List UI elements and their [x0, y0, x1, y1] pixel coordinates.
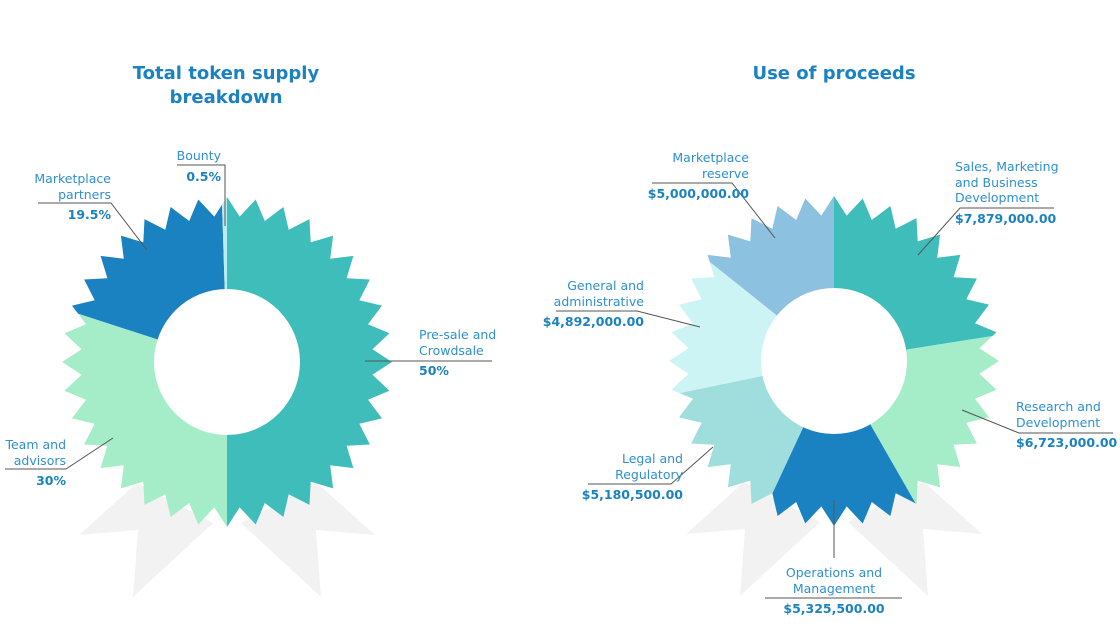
- label-sales: Sales, Marketing and Business Developmen…: [955, 159, 1059, 226]
- label-text: Research and: [1016, 399, 1101, 414]
- leader-sales: [917, 207, 1054, 256]
- label-text: Sales, Marketing: [955, 159, 1059, 174]
- label-value: $5,000,000.00: [647, 186, 749, 201]
- label-operations: Operations and Management $5,325,500.00: [764, 565, 904, 617]
- label-bounty: Bounty 0.5%: [177, 148, 221, 184]
- ribbon-tail: [848, 482, 982, 596]
- label-text: Bounty: [176, 148, 221, 163]
- label-text: Development: [1016, 414, 1101, 430]
- label-value: $5,180,500.00: [581, 487, 683, 502]
- label-value: 19.5%: [67, 207, 111, 222]
- label-marketplace-reserve: Marketplace reserve $5,000,000.00: [648, 150, 749, 202]
- label-research: Research and Development $6,723,000.00: [1016, 399, 1117, 451]
- chart-title-token-supply: Total token supply breakdown: [76, 62, 376, 110]
- leader-marketplace-partners: [38, 202, 148, 251]
- leader-team: [5, 437, 114, 470]
- title-line: Total token supply: [132, 63, 320, 84]
- label-general: General and administrative $4,892,000.00: [543, 278, 644, 330]
- label-text: Pre-sale and: [419, 327, 497, 342]
- label-text: Crowdsale: [419, 342, 484, 358]
- label-text: partners: [58, 186, 111, 202]
- leader-bounty: [177, 164, 226, 226]
- leader-marketplace-reserve: [652, 182, 776, 239]
- label-legal: Legal and Regulatory $5,180,500.00: [582, 451, 683, 503]
- label-text: Management: [792, 580, 876, 596]
- leader-lines: [5, 164, 1113, 599]
- label-text: General and: [567, 278, 644, 293]
- title-line: breakdown: [169, 87, 283, 108]
- label-value: 0.5%: [186, 168, 221, 184]
- label-marketplace-partners: Marketplace partners 19.5%: [34, 171, 111, 223]
- label-value: 50%: [419, 363, 449, 378]
- label-value: $4,892,000.00: [542, 314, 644, 329]
- label-value: 30%: [36, 473, 66, 488]
- label-presale: Pre-sale and Crowdsale 50%: [419, 327, 496, 379]
- label-team: Team and advisors 30%: [5, 437, 66, 489]
- ribbon-tail: [241, 483, 375, 597]
- ribbon-tail: [79, 483, 213, 597]
- donut-hole: [761, 288, 907, 434]
- chart-title-use-of-proceeds: Use of proceeds: [752, 63, 916, 84]
- label-text: Marketplace: [672, 150, 749, 165]
- label-value: $5,325,500.00: [783, 601, 885, 616]
- label-text: advisors: [13, 452, 66, 468]
- leader-general: [556, 310, 701, 328]
- label-text: Legal and: [622, 451, 683, 466]
- label-text: Development: [955, 190, 1040, 205]
- label-text: Marketplace: [34, 171, 111, 186]
- label-text: Operations and: [785, 565, 883, 580]
- label-text: Regulatory: [615, 466, 683, 482]
- label-value: $7,879,000.00: [955, 210, 1057, 226]
- ribbon-tail: [686, 482, 820, 596]
- leader-legal: [588, 446, 714, 485]
- token-supply-donut: [62, 197, 392, 597]
- label-text: reserve: [702, 165, 749, 181]
- leader-research: [961, 409, 1113, 434]
- label-text: administrative: [553, 293, 644, 309]
- donut-hole: [154, 289, 300, 435]
- label-text: Team and: [5, 437, 66, 452]
- label-text: and Business: [955, 174, 1038, 190]
- label-value: $6,723,000.00: [1016, 435, 1118, 450]
